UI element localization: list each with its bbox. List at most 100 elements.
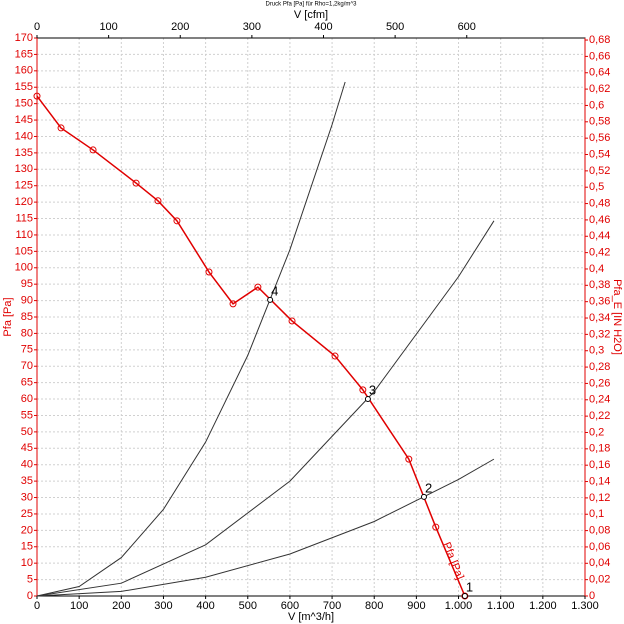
y2-tick-label: 0,08	[589, 524, 610, 536]
y2-tick-label: 0,5	[589, 181, 604, 193]
y2-tick-label: 0,46	[589, 214, 610, 226]
operating-point	[364, 396, 371, 403]
y-tick-label: 170	[15, 32, 33, 44]
y-tick-label: 65	[21, 377, 33, 389]
data-marker	[205, 268, 213, 276]
y-tick-label: 55	[21, 409, 33, 421]
x-tick-label: 1.300	[571, 600, 599, 612]
y2-tick-label: 0,22	[589, 410, 610, 422]
data-marker	[331, 352, 339, 360]
operating-point-label: 1	[466, 579, 473, 594]
x-tick-label: 500	[239, 600, 257, 612]
x2-tick-label: 200	[171, 21, 189, 33]
x-tick-label: 700	[323, 600, 341, 612]
y-tick-label: 70	[21, 360, 33, 372]
y2-tick-label: 0,66	[589, 50, 610, 62]
y-tick-label: 155	[15, 81, 33, 93]
y-tick-label: 20	[21, 524, 33, 536]
data-marker	[405, 455, 413, 463]
x2-tick-label: 100	[99, 21, 117, 33]
y-tick-label: 100	[15, 262, 33, 274]
y2-tick-label: 0,06	[589, 541, 610, 553]
y2-tick-label: 0,64	[589, 67, 610, 79]
x-axis-label: V [m^3/h]	[288, 611, 334, 623]
y2-tick-label: 0,62	[589, 83, 610, 95]
y2-tick-label: 0,18	[589, 443, 610, 455]
y2-tick-label: 0,56	[589, 132, 610, 144]
y-tick-label: 105	[15, 245, 33, 257]
operating-point	[267, 296, 274, 303]
series-line	[36, 458, 495, 597]
x-tick-label: 800	[365, 600, 383, 612]
y2-axis-label: Pfa_E [IN H2O]	[611, 279, 623, 355]
series-line	[36, 95, 466, 597]
y2-tick-label: 0,3	[589, 345, 604, 357]
y-tick-label: 145	[15, 114, 33, 126]
data-marker	[359, 386, 367, 394]
operating-point-label: 3	[369, 382, 376, 397]
y-axis-label: Pfa [Pa]	[2, 297, 14, 336]
y-tick-label: 10	[21, 557, 33, 569]
series-line	[36, 81, 346, 597]
y2-tick-label: 0,14	[589, 475, 610, 487]
x2-axis-label: V [cfm]	[294, 9, 328, 21]
y-tick-label: 160	[15, 65, 33, 77]
x-tick-label: 200	[112, 600, 130, 612]
x2-tick-label: 300	[243, 21, 261, 33]
y-tick-label: 135	[15, 147, 33, 159]
y-tick-label: 50	[21, 426, 33, 438]
y2-tick-label: 0,24	[589, 394, 610, 406]
y2-tick-label: 0,48	[589, 197, 610, 209]
y-tick-label: 60	[21, 393, 33, 405]
y-tick-label: 45	[21, 442, 33, 454]
y2-tick-label: 0,38	[589, 279, 610, 291]
y2-tick-label: 0,6	[589, 99, 604, 111]
y-tick-label: 90	[21, 294, 33, 306]
x2-tick-label: 0	[34, 21, 40, 33]
y-tick-label: 120	[15, 196, 33, 208]
data-marker	[57, 124, 65, 132]
y2-tick-label: 0,26	[589, 377, 610, 389]
x-tick-label: 300	[154, 600, 172, 612]
y-tick-label: 150	[15, 98, 33, 110]
chart-title: Druck Pfa [Pa] für Rho=1,2kg/m^3	[265, 2, 357, 8]
operating-point	[461, 593, 468, 599]
operating-point-label: 2	[425, 480, 432, 495]
y2-tick-label: 0,54	[589, 148, 610, 160]
x-tick-label: 100	[70, 600, 88, 612]
x-tick-label: 1.100	[487, 600, 515, 612]
y-tick-label: 0	[27, 590, 33, 602]
y2-tick-label: 0,36	[589, 296, 610, 308]
y2-tick-label: 0,42	[589, 247, 610, 259]
x-tick-label: 400	[196, 600, 214, 612]
y2-tick-label: 0	[589, 590, 595, 602]
y-tick-label: 125	[15, 180, 33, 192]
x2-tick-label: 600	[458, 21, 476, 33]
x-tick-label: 900	[407, 600, 425, 612]
data-marker	[229, 300, 237, 308]
data-marker	[33, 92, 41, 100]
y-tick-label: 110	[15, 229, 33, 241]
y2-tick-label: 0,58	[589, 116, 610, 128]
y-tick-label: 95	[21, 278, 33, 290]
y2-tick-label: 0,02	[589, 574, 610, 586]
y2-tick-label: 0,28	[589, 361, 610, 373]
operating-point-label: 4	[271, 283, 278, 298]
series-line	[36, 220, 495, 597]
x2-tick-label: 400	[314, 21, 332, 33]
y2-tick-label: 0,32	[589, 328, 610, 340]
y-tick-label: 5	[27, 573, 33, 585]
y-tick-label: 15	[21, 541, 33, 553]
y2-tick-label: 0,34	[589, 312, 610, 324]
operating-point	[420, 493, 427, 500]
data-marker	[132, 179, 140, 187]
data-marker	[173, 217, 181, 225]
data-marker	[432, 523, 440, 531]
y-tick-label: 25	[21, 508, 33, 520]
y-tick-label: 35	[21, 475, 33, 487]
data-marker	[288, 317, 296, 325]
x-tick-label: 600	[281, 600, 299, 612]
x2-tick-label: 500	[386, 21, 404, 33]
y-tick-label: 85	[21, 311, 33, 323]
y2-tick-label: 0,2	[589, 426, 604, 438]
